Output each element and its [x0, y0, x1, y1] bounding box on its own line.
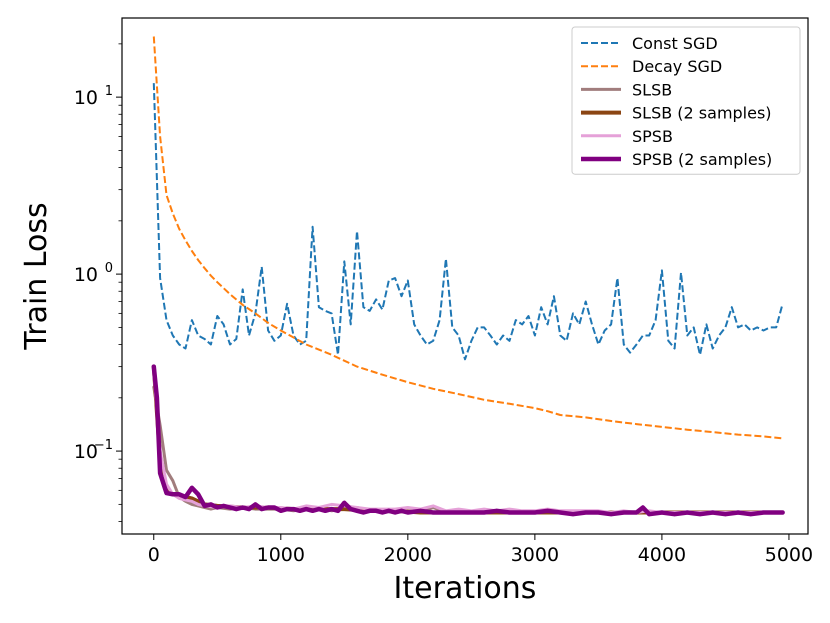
series-line-5: [151, 364, 785, 517]
legend-label-2: SLSB: [632, 80, 672, 99]
series-line-0: [152, 83, 784, 361]
legend: Const SGD Decay SGD SLSB SLSB (2 samples) SP…: [571, 26, 801, 175]
x-tick-label-4: 4000: [638, 544, 686, 566]
legend-label-3: SLSB (2 samples): [632, 104, 772, 123]
legend-label-5: SPSB (2 samples): [632, 150, 772, 169]
y-axis-title: Train Loss: [19, 202, 54, 350]
x-tick-label-5: 5000: [765, 544, 813, 566]
legend-label-1: Decay SGD: [632, 57, 722, 76]
x-tick-label-0: 0: [148, 544, 160, 566]
legend-box: [571, 26, 801, 175]
y-tick-label-0: 10−1: [74, 438, 113, 463]
y-tick-label-exp-1: 0: [105, 261, 113, 276]
x-axis-title: Iterations: [394, 571, 537, 606]
plot-frame: [121, 17, 809, 535]
y-tick-label-exp-2: 1: [105, 84, 113, 99]
series-line-1: [152, 36, 783, 440]
x-tick-label-1: 1000: [257, 544, 305, 566]
x-tick-label-2: 2000: [384, 544, 432, 566]
y-tick-label-exp-0: −1: [94, 438, 113, 453]
x-tick-label-3: 3000: [511, 544, 559, 566]
series-layer: [151, 36, 785, 517]
legend-label-4: SPSB: [632, 127, 673, 146]
x-axis: 0 1000 2000 3000 4000 5000: [148, 534, 813, 566]
legend-label-0: Const SGD: [632, 34, 718, 53]
